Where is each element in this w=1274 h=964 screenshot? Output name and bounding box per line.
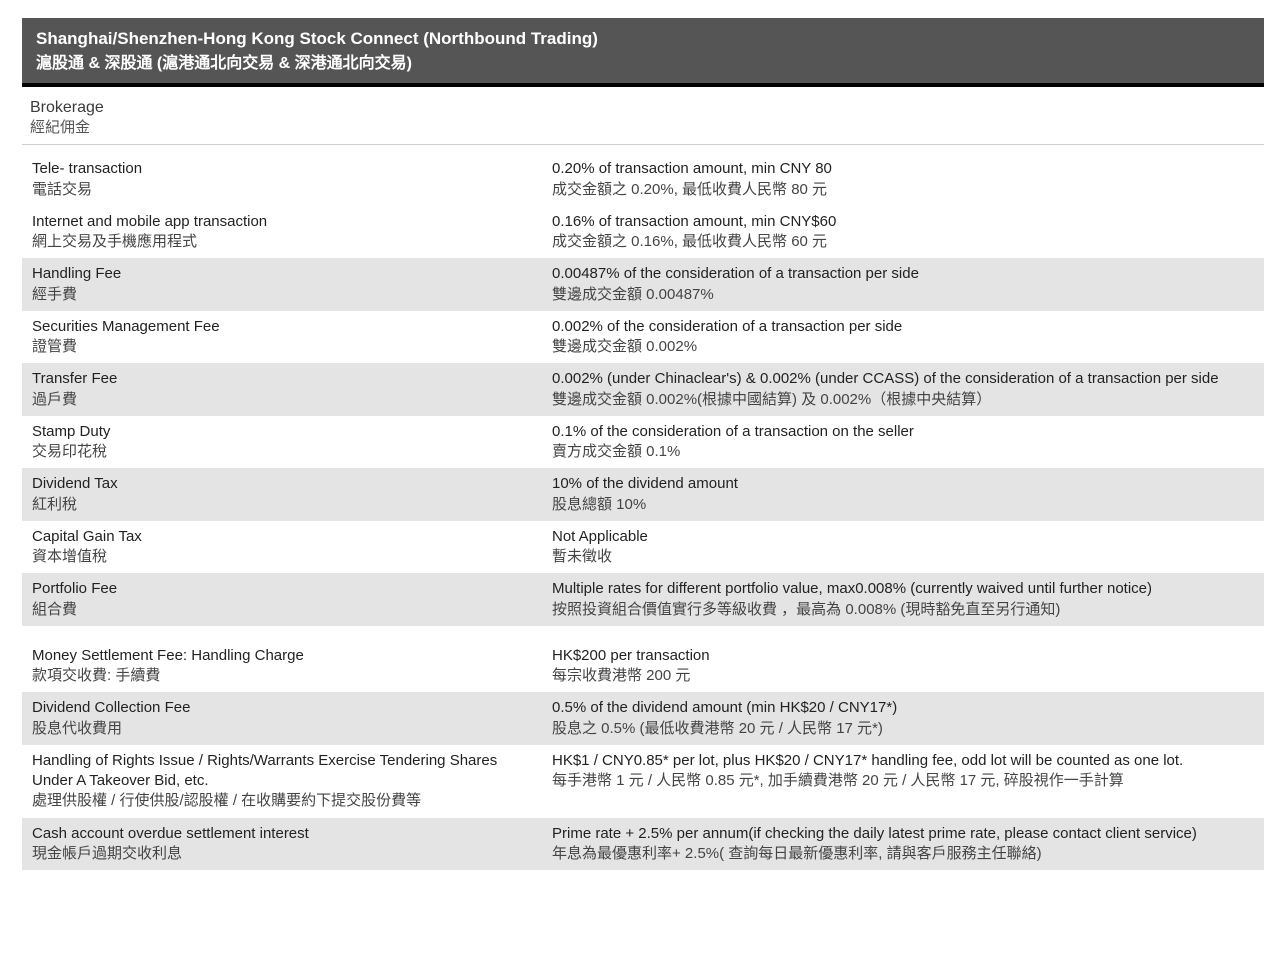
fee-value-cell: HK$200 per transaction每宗收費港幣 200 元 [542, 640, 1264, 693]
fee-name-en: Tele- transaction [32, 159, 532, 179]
fee-name-en: Transfer Fee [32, 369, 532, 389]
table-row: Transfer Fee過戶費 0.002% (under Chinaclear'… [22, 363, 1264, 416]
fee-name-en: Cash account overdue settlement interest [32, 824, 532, 844]
fee-value-zh: 雙邊成交金額 0.002%(根據中國結算) 及 0.002%（根據中央結算） [552, 390, 1254, 410]
fee-name-cell: Portfolio Fee組合費 [22, 573, 542, 626]
header-title-en: Shanghai/Shenzhen-Hong Kong Stock Connec… [36, 28, 1250, 51]
fee-name-zh: 電話交易 [32, 180, 532, 200]
fee-name-zh: 交易印花稅 [32, 442, 532, 462]
fee-name-en: Capital Gain Tax [32, 527, 532, 547]
fee-name-zh: 現金帳戶過期交收利息 [32, 844, 532, 864]
fee-name-cell: Handling of Rights Issue / Rights/Warran… [22, 745, 542, 818]
fee-value-zh: 每手港幣 1 元 / 人民幣 0.85 元*, 加手續費港幣 20 元 / 人民… [552, 771, 1254, 791]
table-row: Tele- transaction電話交易0.20% of transactio… [22, 153, 1264, 206]
table-row: Internet and mobile app transaction網上交易及… [22, 206, 1264, 259]
fee-value-zh: 成交金額之 0.20%, 最低收費人民幣 80 元 [552, 180, 1254, 200]
fee-value-en: 0.20% of transaction amount, min CNY 80 [552, 159, 1254, 179]
fee-name-cell: Stamp Duty交易印花稅 [22, 416, 542, 469]
fee-value-en: Multiple rates for different portfolio v… [552, 579, 1254, 599]
table-row: Capital Gain Tax資本增值稅Not Applicable暫未徵收 [22, 521, 1264, 574]
fee-value-zh: 雙邊成交金額 0.002% [552, 337, 1254, 357]
fee-name-cell: Transfer Fee過戶費 [22, 363, 542, 416]
fee-value-en: 0.002% (under Chinaclear's) & 0.002% (un… [552, 369, 1254, 389]
fee-name-zh: 組合費 [32, 600, 532, 620]
fee-value-en: 0.00487% of the consideration of a trans… [552, 264, 1254, 284]
fee-value-en: 0.1% of the consideration of a transacti… [552, 422, 1254, 442]
fee-name-cell: Internet and mobile app transaction網上交易及… [22, 206, 542, 259]
fee-name-zh: 資本增值稅 [32, 547, 532, 567]
fee-name-en: Dividend Collection Fee [32, 698, 532, 718]
fee-value-cell: Prime rate + 2.5% per annum(if checking … [542, 818, 1264, 871]
fee-value-cell: 0.16% of transaction amount, min CNY$60成… [542, 206, 1264, 259]
spacer-row [22, 626, 1264, 640]
fee-value-en: 0.5% of the dividend amount (min HK$20 /… [552, 698, 1254, 718]
table-row: Stamp Duty交易印花稅 0.1% of the consideration… [22, 416, 1264, 469]
fee-value-zh: 股息之 0.5% (最低收費港幣 20 元 / 人民幣 17 元*) [552, 719, 1254, 739]
fee-name-cell: Cash account overdue settlement interest… [22, 818, 542, 871]
table-row: Portfolio Fee組合費 Multiple rates for diffe… [22, 573, 1264, 626]
fee-value-cell: Multiple rates for different portfolio v… [542, 573, 1264, 626]
table-row: Cash account overdue settlement interest… [22, 818, 1264, 871]
table-row: Handling Fee經手費 0.00487% of the considera… [22, 258, 1264, 311]
fee-value-en: HK$200 per transaction [552, 646, 1254, 666]
fee-value-en: Not Applicable [552, 527, 1254, 547]
header-title-zh: 滬股通 & 深股通 (滬港通北向交易 & 深港通北向交易) [36, 53, 1250, 75]
fee-name-zh: 款項交收費: 手續費 [32, 666, 532, 686]
fee-value-zh: 年息為最優惠利率+ 2.5%( 查詢每日最新優惠利率, 請與客戶服務主任聯絡) [552, 844, 1254, 864]
fee-name-zh: 經手費 [32, 285, 532, 305]
section-label-zh: 經紀佣金 [30, 118, 1264, 138]
fee-value-zh: 暫未徵收 [552, 547, 1254, 567]
fee-name-zh: 網上交易及手機應用程式 [32, 232, 532, 252]
fee-name-en: Securities Management Fee [32, 317, 532, 337]
fee-name-cell: Tele- transaction電話交易 [22, 153, 542, 206]
section-label-en: Brokerage [30, 97, 1264, 119]
table-row: Money Settlement Fee: Handling Charge款項交… [22, 640, 1264, 693]
fee-value-zh: 每宗收費港幣 200 元 [552, 666, 1254, 686]
table-row: Dividend Collection Fee股息代收費用 0.5% of the… [22, 692, 1264, 745]
fee-name-en: Stamp Duty [32, 422, 532, 442]
fee-name-zh: 過戶費 [32, 390, 532, 410]
fee-name-cell: Capital Gain Tax資本增值稅 [22, 521, 542, 574]
fee-value-en: HK$1 / CNY0.85* per lot, plus HK$20 / CN… [552, 751, 1254, 771]
header-bar: Shanghai/Shenzhen-Hong Kong Stock Connec… [22, 18, 1264, 87]
fee-value-zh: 成交金額之 0.16%, 最低收費人民幣 60 元 [552, 232, 1254, 252]
fee-name-zh: 股息代收費用 [32, 719, 532, 739]
fee-value-cell: 0.20% of transaction amount, min CNY 80成… [542, 153, 1264, 206]
table-row: Handling of Rights Issue / Rights/Warran… [22, 745, 1264, 818]
section-label: Brokerage 經紀佣金 [22, 87, 1264, 146]
fee-value-cell: 0.002% (under Chinaclear's) & 0.002% (un… [542, 363, 1264, 416]
fee-name-en: Handling Fee [32, 264, 532, 284]
fee-value-cell: 0.00487% of the consideration of a trans… [542, 258, 1264, 311]
fee-value-en: 0.002% of the consideration of a transac… [552, 317, 1254, 337]
fee-name-en: Handling of Rights Issue / Rights/Warran… [32, 751, 532, 792]
fee-value-zh: 按照投資組合價值實行多等級收費 ，最高為 0.008% (現時豁免直至另行通知) [552, 600, 1254, 620]
fee-name-en: Money Settlement Fee: Handling Charge [32, 646, 532, 666]
fee-value-en: 0.16% of transaction amount, min CNY$60 [552, 212, 1254, 232]
fee-value-cell: Not Applicable暫未徵收 [542, 521, 1264, 574]
fee-name-cell: Handling Fee經手費 [22, 258, 542, 311]
fee-name-en: Dividend Tax [32, 474, 532, 494]
fee-name-zh: 證管費 [32, 337, 532, 357]
fee-value-cell: 0.5% of the dividend amount (min HK$20 /… [542, 692, 1264, 745]
fee-value-en: 10% of the dividend amount [552, 474, 1254, 494]
table-row: Dividend Tax紅利稅10% of the dividend amoun… [22, 468, 1264, 521]
fee-value-en: Prime rate + 2.5% per annum(if checking … [552, 824, 1254, 844]
fee-name-cell: Dividend Collection Fee股息代收費用 [22, 692, 542, 745]
fee-value-zh: 股息總額 10% [552, 495, 1254, 515]
fee-name-en: Internet and mobile app transaction [32, 212, 532, 232]
fee-name-zh: 紅利稅 [32, 495, 532, 515]
fee-value-zh: 賣方成交金額 0.1% [552, 442, 1254, 462]
fee-value-cell: HK$1 / CNY0.85* per lot, plus HK$20 / CN… [542, 745, 1264, 818]
fee-value-cell: 10% of the dividend amount股息總額 10% [542, 468, 1264, 521]
fee-value-cell: 0.002% of the consideration of a transac… [542, 311, 1264, 364]
fee-name-cell: Securities Management Fee證管費 [22, 311, 542, 364]
fee-name-cell: Money Settlement Fee: Handling Charge款項交… [22, 640, 542, 693]
fee-name-cell: Dividend Tax紅利稅 [22, 468, 542, 521]
fee-value-cell: 0.1% of the consideration of a transacti… [542, 416, 1264, 469]
fee-name-en: Portfolio Fee [32, 579, 532, 599]
fee-table: Tele- transaction電話交易0.20% of transactio… [22, 153, 1264, 870]
fee-name-zh: 處理供股權 / 行使供股/認股權 / 在收購要約下提交股份費等 [32, 791, 532, 811]
fee-value-zh: 雙邊成交金額 0.00487% [552, 285, 1254, 305]
table-row: Securities Management Fee證管費 0.002% of th… [22, 311, 1264, 364]
